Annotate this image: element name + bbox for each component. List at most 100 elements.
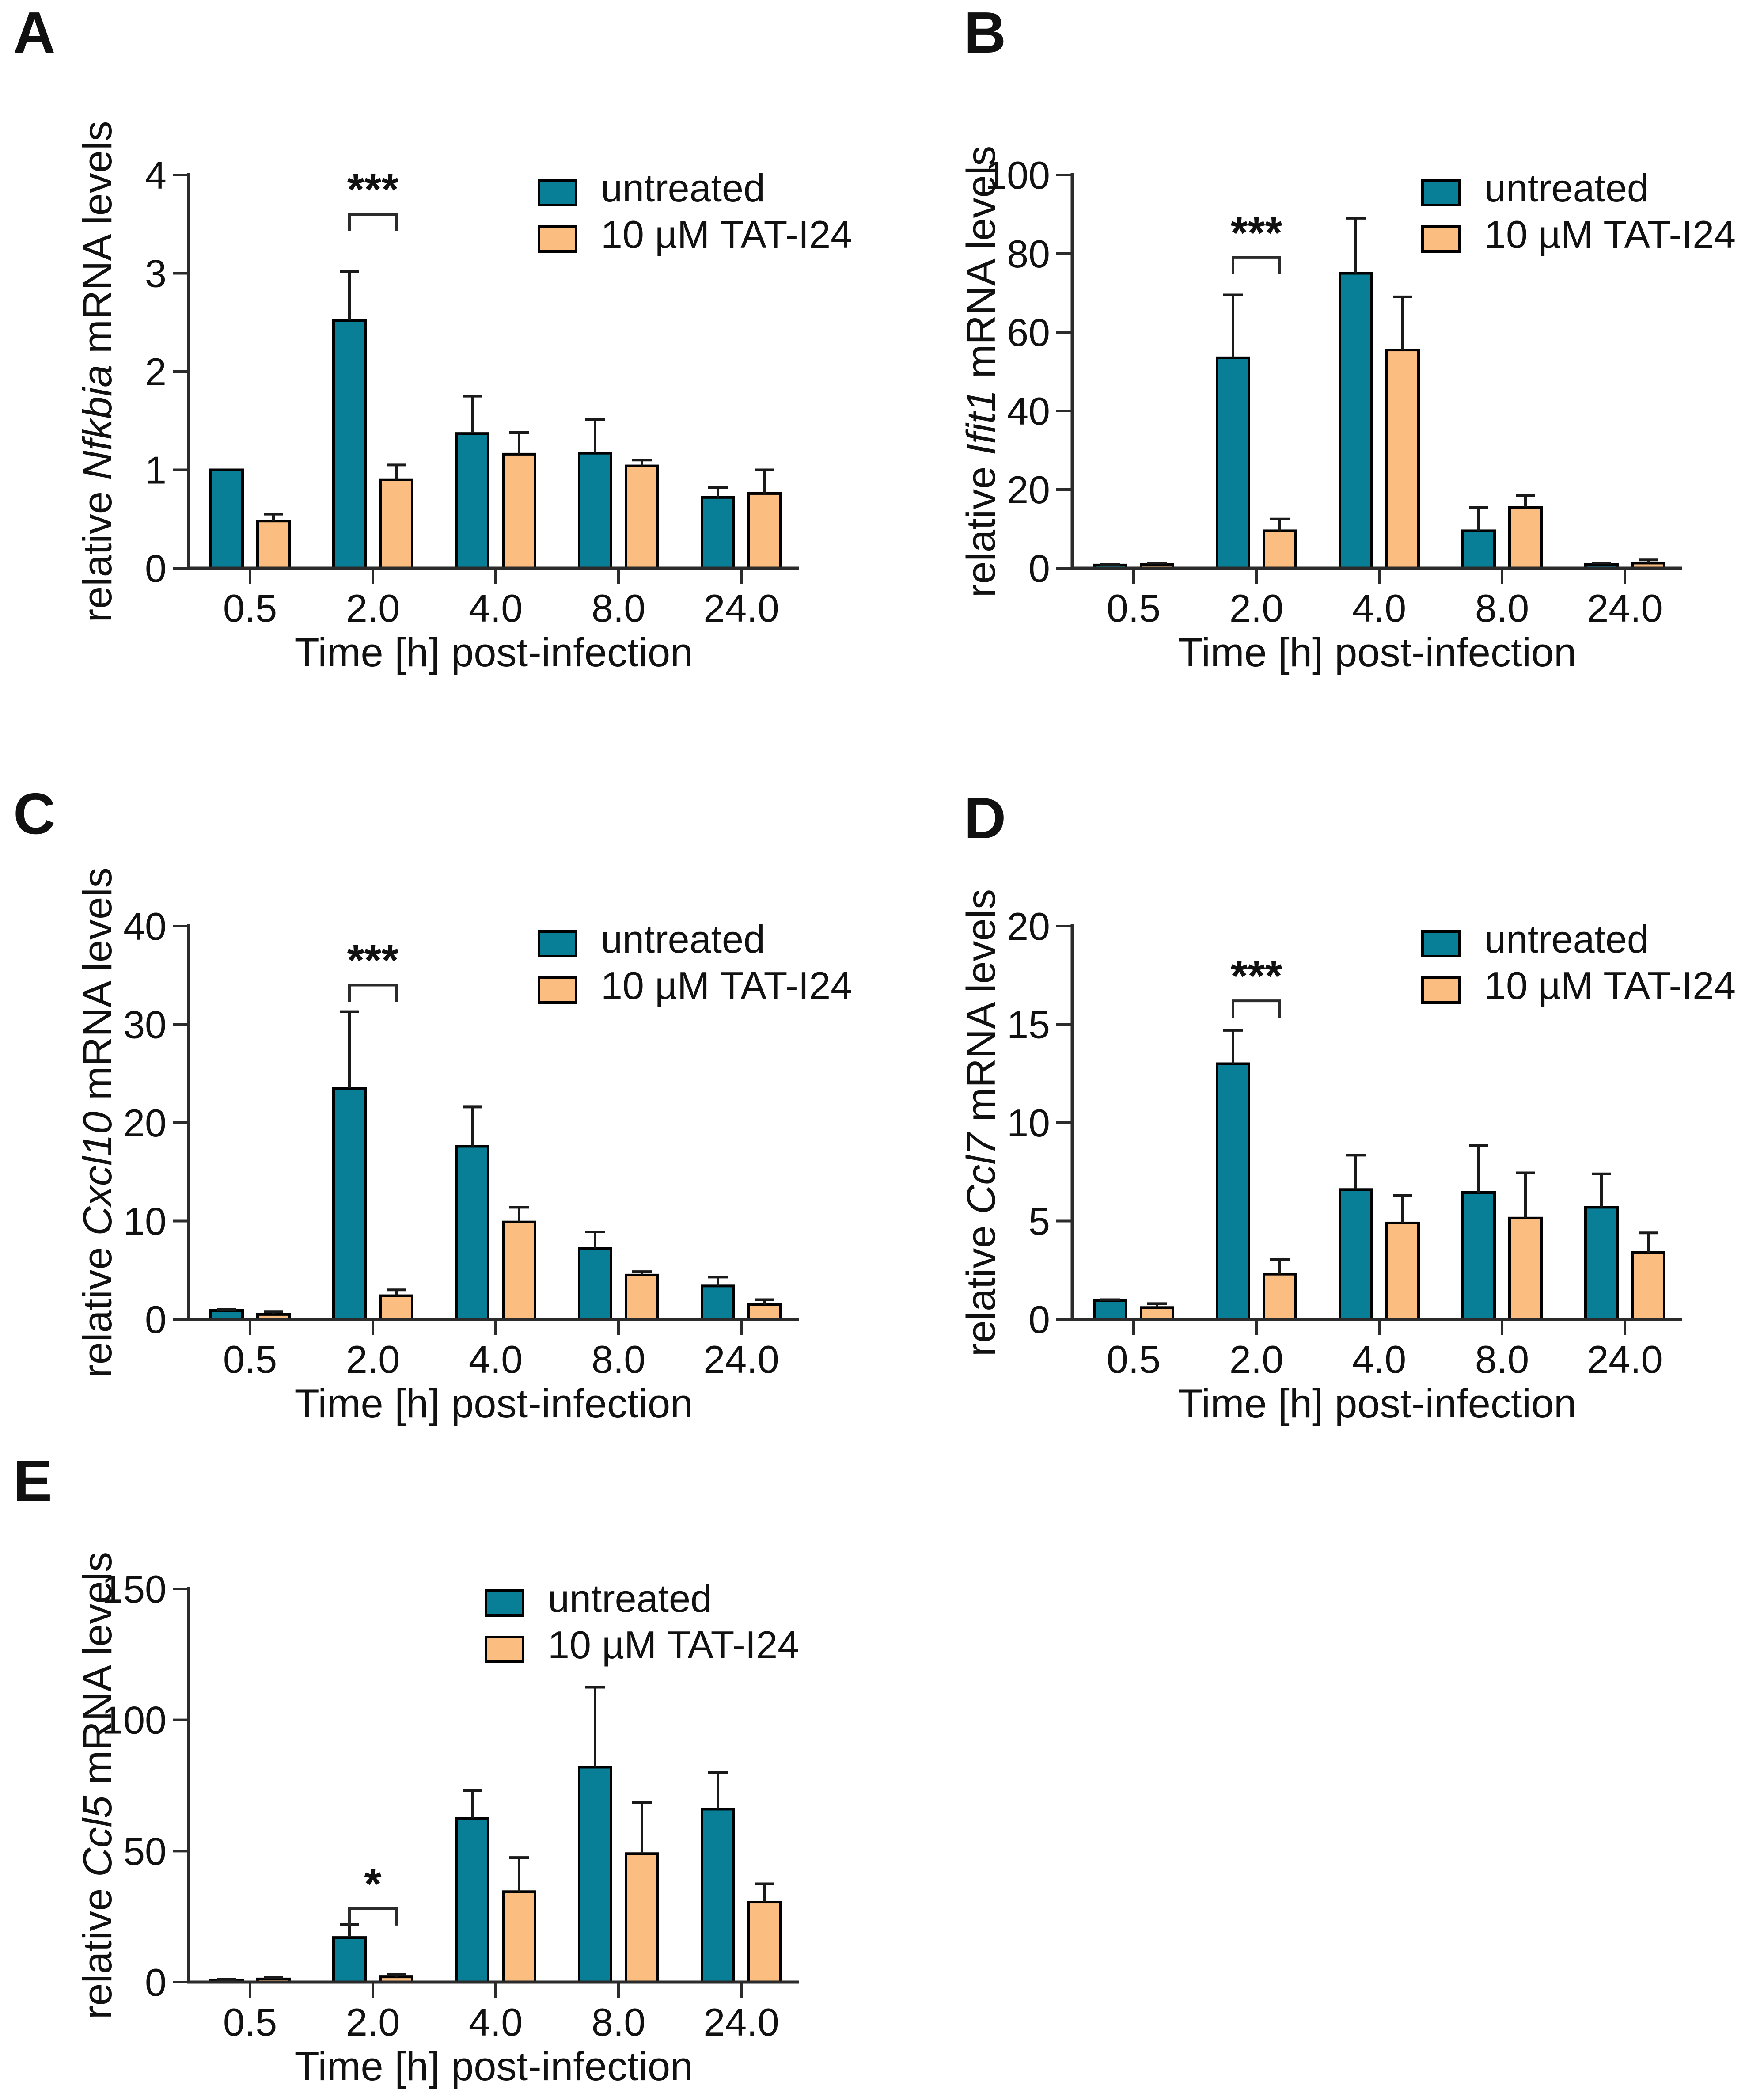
- bar-treated-0.5: [1140, 1306, 1174, 1321]
- bar-treated-4.0: [502, 452, 536, 570]
- y-tick-label: 30: [123, 1003, 167, 1047]
- bar-untreated-2.0: [332, 1087, 367, 1321]
- error-bars-group: [217, 1010, 774, 1314]
- x-axis-title: Time [h] post-infection: [1178, 1381, 1577, 1426]
- bars-group: [209, 1766, 782, 1984]
- bar-treated-8.0: [625, 464, 659, 570]
- significance-group: ***: [347, 936, 398, 1002]
- x-tick-label: 4.0: [1352, 1337, 1406, 1381]
- y-axis-title-suffix: mRNA levels: [959, 889, 1004, 1133]
- bar-treated-8.0: [625, 1273, 659, 1321]
- significance-group: *: [348, 1859, 398, 1926]
- legend-swatch-untreated: [538, 179, 577, 206]
- y-tick-label: 0: [145, 1960, 167, 2004]
- y-axis-title-prefix: relative: [959, 1214, 1004, 1356]
- legend-swatch-untreated: [538, 930, 577, 957]
- y-tick-label: 50: [123, 1829, 167, 1873]
- x-tick-label: 24.0: [703, 1337, 779, 1381]
- x-tick-label: 24.0: [703, 2000, 779, 2044]
- bar-untreated-24.0: [701, 496, 735, 570]
- legend-label-untreated: untreated: [601, 917, 765, 961]
- x-axis-title: Time [h] post-infection: [295, 1381, 693, 1426]
- significance-group: ***: [1231, 951, 1282, 1018]
- bar-treated-4.0: [502, 1890, 536, 1984]
- y-tick-label: 150: [102, 1567, 167, 1611]
- legend-swatch-untreated: [1421, 930, 1461, 957]
- error-bars-group: [264, 270, 774, 521]
- x-tick-label: 0.5: [1107, 1337, 1161, 1381]
- bar-treated-8.0: [1508, 1216, 1543, 1321]
- panel-d-label: D: [964, 786, 1006, 851]
- y-axis-title-gene: Ccl7: [959, 1132, 1004, 1214]
- x-tick-label: 8.0: [592, 2000, 645, 2044]
- x-tick-label: 24.0: [1587, 1337, 1662, 1381]
- bar-untreated-0.5: [209, 468, 244, 570]
- x-tick-label: 2.0: [346, 586, 400, 630]
- x-tick-label: 0.5: [1107, 586, 1161, 630]
- y-tick-label: 5: [1028, 1200, 1050, 1243]
- x-tick-label: 4.0: [1352, 586, 1406, 630]
- sig-stars: ***: [347, 165, 399, 214]
- bar-untreated-2.0: [332, 319, 367, 570]
- y-axis-title: relative Ccl7 mRNA levels: [959, 889, 1004, 1356]
- sig-stars: *: [364, 1859, 382, 1909]
- y-tick-label: 1: [145, 448, 167, 492]
- panel-b-label: B: [964, 0, 1006, 65]
- legend-label-untreated: untreated: [1484, 166, 1649, 210]
- y-tick-label: 100: [985, 153, 1050, 197]
- sig-stars: ***: [1231, 951, 1282, 1001]
- x-tick-label: 4.0: [469, 2000, 523, 2044]
- bar-treated-4.0: [1385, 349, 1420, 570]
- bar-treated-2.0: [379, 478, 413, 570]
- legend-label-treated: 10 µM TAT-I24: [1484, 213, 1736, 256]
- x-tick-label: 2.0: [1229, 1337, 1283, 1381]
- bar-treated-24.0: [747, 492, 782, 570]
- y-tick-label: 100: [102, 1698, 167, 1742]
- y-tick-label: 60: [1007, 311, 1050, 354]
- legend-swatch-untreated: [485, 1589, 524, 1617]
- y-tick-label: 3: [145, 252, 167, 296]
- y-tick-label: 15: [1007, 1003, 1050, 1047]
- bars-group: [1093, 272, 1665, 570]
- legend-swatch-treated: [1421, 976, 1461, 1004]
- x-tick-label: 24.0: [1587, 586, 1662, 630]
- x-tick-label: 0.5: [223, 1337, 277, 1381]
- bar-untreated-8.0: [578, 452, 612, 570]
- bar-untreated-8.0: [578, 1247, 612, 1321]
- x-tick-label: 4.0: [469, 586, 523, 630]
- bar-untreated-2.0: [1216, 356, 1250, 570]
- bar-untreated-24.0: [1584, 1206, 1619, 1321]
- y-axis-title-prefix: relative: [75, 480, 120, 622]
- y-axis-title-gene: Cxcl10: [75, 1111, 120, 1235]
- axes-group: [173, 1587, 799, 1998]
- x-tick-label: 8.0: [592, 1337, 645, 1381]
- y-tick-label: 40: [1007, 389, 1050, 433]
- panel-e: 0 50 100 150 0.5 2.0 4.0 8.0 24.0 Time [h] post-i…: [0, 1414, 880, 2097]
- axes-group: [1056, 924, 1682, 1335]
- bar-treated-24.0: [747, 1303, 782, 1321]
- bar-untreated-8.0: [1461, 529, 1496, 570]
- bar-untreated-2.0: [1216, 1062, 1250, 1321]
- y-axis-title-suffix: mRNA levels: [75, 867, 120, 1111]
- x-axis-title: Time [h] post-infection: [1178, 630, 1577, 675]
- y-axis-title-gene: Ccl5: [75, 1795, 120, 1877]
- y-tick-label: 20: [123, 1101, 167, 1145]
- x-axis-title: Time [h] post-infection: [295, 630, 693, 675]
- error-bars-group: [217, 1686, 774, 1981]
- bar-treated-2.0: [379, 1294, 413, 1321]
- y-axis-title: relative Nfkbia mRNA levels: [75, 121, 120, 622]
- y-axis-title-prefix: relative: [959, 455, 1004, 597]
- bar-treated-2.0: [1263, 529, 1297, 570]
- bar-untreated-24.0: [701, 1284, 735, 1321]
- x-tick-label: 2.0: [346, 1337, 400, 1381]
- sig-bracket: [348, 1907, 398, 1926]
- bar-treated-0.5: [256, 520, 291, 570]
- bars-group: [1093, 1062, 1665, 1321]
